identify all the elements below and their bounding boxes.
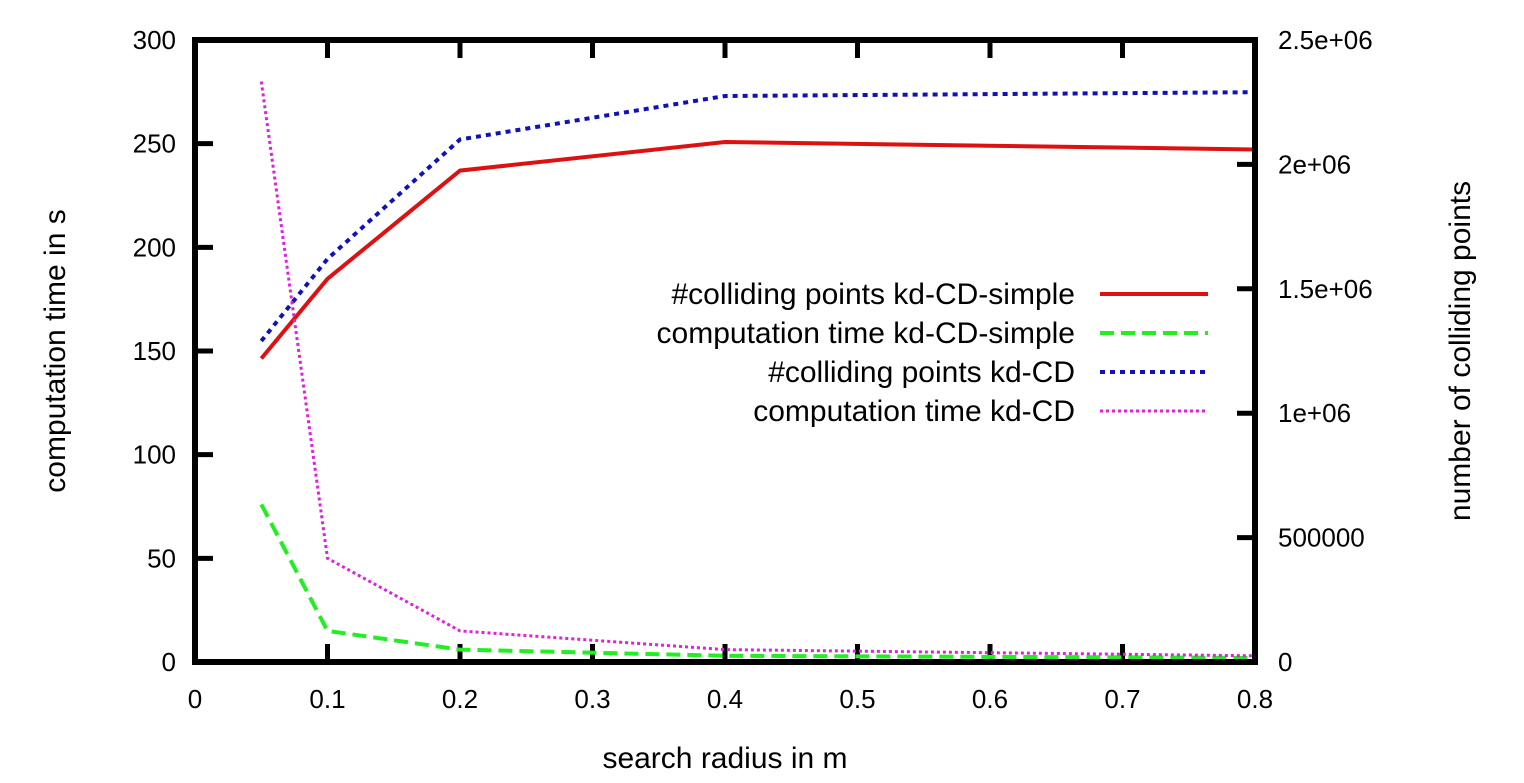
y2-tick-label: 1e+06 [1278, 398, 1351, 428]
y2-tick-label: 2.5e+06 [1278, 25, 1373, 55]
labels-layer: 0 0.1 0.2 0.3 0.4 0.5 0.6 0.7 0.8050100150200250… [133, 25, 1373, 714]
y-tick-label: 0 [162, 647, 176, 677]
x-tick-label: 0.3 [574, 684, 610, 714]
y-tick-label: 100 [133, 440, 176, 470]
y-axis-title: computation time in s [39, 209, 72, 492]
y2-axis-title: number of colliding points [1444, 181, 1477, 521]
x-tick-label: 0.6 [972, 684, 1008, 714]
x-tick-label: 0.2 [442, 684, 478, 714]
y-tick-label: 50 [147, 543, 176, 573]
y2-tick-label: 2e+06 [1278, 149, 1351, 179]
x-tick-label: 0.7 [1104, 684, 1140, 714]
y2-tick-label: 0 [1278, 647, 1292, 677]
series-line-3 [259, 90, 1256, 343]
y2-tick-label: 1.5e+06 [1278, 274, 1373, 304]
legend-label-1: #colliding points kd-CD-simple [672, 278, 1076, 311]
y-tick-label: 150 [133, 336, 176, 366]
x-tick-label: 0.4 [707, 684, 743, 714]
y-tick-label: 300 [133, 25, 176, 55]
series-layer [259, 81, 1256, 660]
y-tick-label: 200 [133, 232, 176, 262]
x-tick-label: 0.1 [309, 684, 345, 714]
x-axis-title: search radius in m [602, 742, 847, 775]
series-line-4 [259, 81, 1256, 658]
y-tick-label: 250 [133, 129, 176, 159]
series-line-2 [259, 503, 1256, 660]
y2-tick-label: 500000 [1278, 523, 1365, 553]
legend-label-4: computation time kd-CD [753, 395, 1075, 428]
ticks-layer [192, 37, 1258, 665]
legend: #colliding points kd-CD-simple computatio… [657, 278, 1208, 428]
series-line-1 [259, 139, 1256, 360]
legend-label-2: computation time kd-CD-simple [657, 317, 1075, 350]
x-tick-label: 0.8 [1237, 684, 1273, 714]
legend-label-3: #colliding points kd-CD [768, 356, 1075, 389]
x-tick-label: 0 [188, 684, 202, 714]
x-tick-label: 0.5 [839, 684, 875, 714]
plot-frame [192, 37, 1258, 665]
